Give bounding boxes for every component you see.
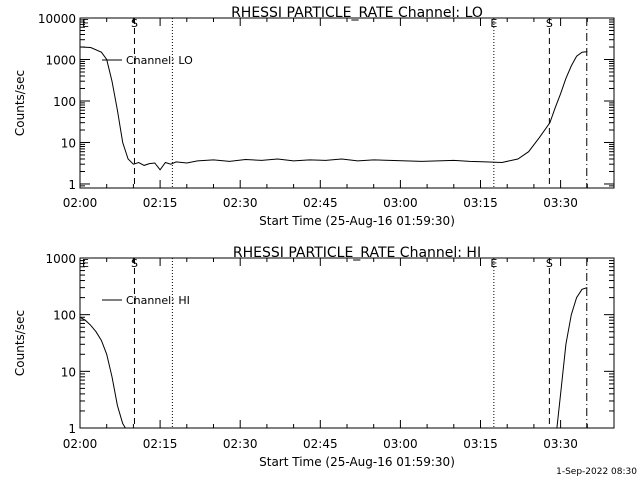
p1-y-tick-label: 10000	[38, 12, 76, 26]
p1-y-tick-label: 100	[53, 95, 76, 109]
p2-marker-label: S	[546, 257, 553, 270]
p1-y-axis-label: Counts/sec	[13, 70, 27, 136]
p2-marker-label: S	[131, 257, 138, 270]
p2-legend-label: Channel: HI	[126, 294, 190, 307]
p1-title: RHESSI PARTICLE_RATE Channel: LO	[231, 5, 483, 21]
p1-x-tick-label: 02:45	[303, 196, 338, 210]
p2-x-tick-label: 02:30	[223, 437, 258, 451]
p2-y-tick-label: 1000	[45, 252, 76, 266]
p1-y-tick-label: 1	[68, 178, 76, 192]
p2-y-axis-label: Counts/sec	[13, 310, 27, 376]
p2-x-axis-label: Start Time (25-Aug-16 01:59:30)	[259, 455, 455, 469]
p1-x-axis-label: Start Time (25-Aug-16 01:59:30)	[259, 214, 455, 228]
p1-x-tick-label: 02:15	[143, 196, 178, 210]
p1-marker-label: E	[490, 17, 497, 30]
p2-series-line	[79, 316, 126, 429]
p1-plot-frame	[79, 17, 615, 189]
p1-x-tick-label: 02:30	[223, 196, 258, 210]
p2-x-tick-label: 03:00	[383, 437, 418, 451]
p2-x-tick-label: 02:45	[303, 437, 338, 451]
p1-x-tick-label: 03:15	[463, 196, 498, 210]
p2-x-tick-label: 03:15	[463, 437, 498, 451]
p2-y-tick-label: 100	[53, 309, 76, 323]
p2-x-tick-label: 02:15	[143, 437, 178, 451]
p1-marker-label: S	[131, 17, 138, 30]
p1-corner-label: E	[82, 17, 89, 30]
p1-x-tick-label: 03:00	[383, 196, 418, 210]
p1-x-tick-label: 02:00	[63, 196, 98, 210]
p2-x-tick-label: 03:30	[543, 437, 578, 451]
p2-y-tick-label: 1	[68, 422, 76, 436]
p1-series-line	[79, 46, 588, 171]
p2-series-line	[556, 287, 588, 429]
p2-y-tick-label: 10	[61, 365, 76, 379]
p2-plot-frame	[79, 257, 615, 429]
p1-y-tick-label: 10	[61, 136, 76, 150]
p1-y-tick-label: 1000	[45, 53, 76, 67]
p2-marker-label: E	[490, 257, 497, 270]
p2-title: RHESSI PARTICLE_RATE Channel: HI	[233, 245, 481, 261]
p2-corner-label: E	[82, 257, 89, 270]
p1-marker-label: S	[546, 17, 553, 30]
p1-legend-label: Channel: LO	[126, 54, 193, 67]
p2-x-tick-label: 02:00	[63, 437, 98, 451]
p1-x-tick-label: 03:30	[543, 196, 578, 210]
timestamp: 1-Sep-2022 08:30	[556, 467, 637, 477]
